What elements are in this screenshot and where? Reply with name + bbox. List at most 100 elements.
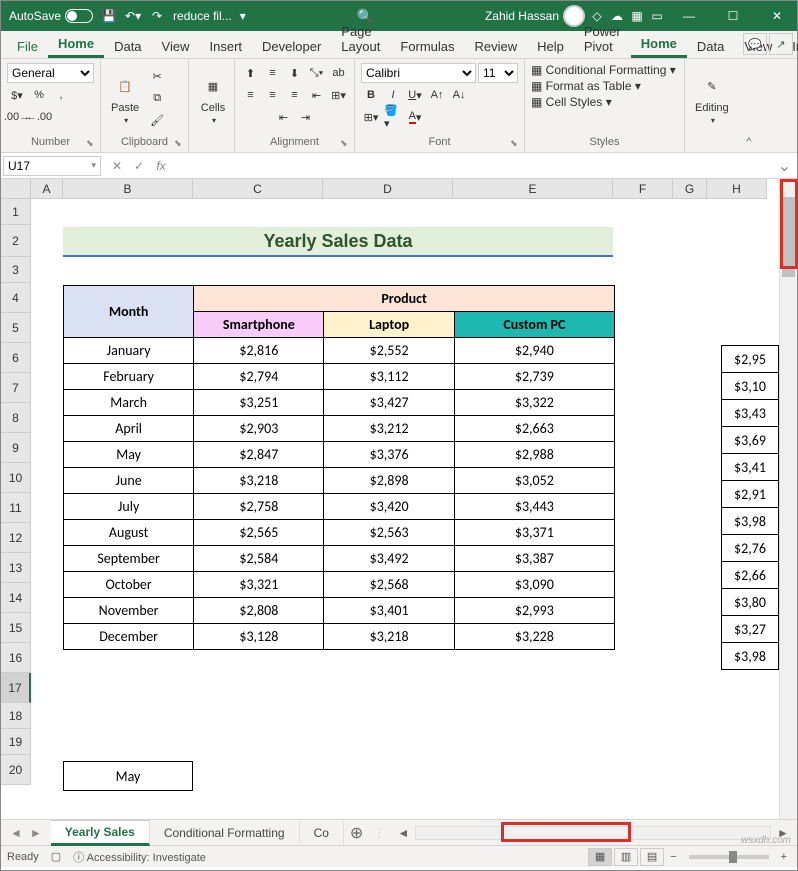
cell[interactable]: $3,427	[324, 390, 454, 416]
zoom-out-icon[interactable]: −	[666, 851, 680, 863]
row-header-13[interactable]: 13	[1, 553, 31, 583]
table-row[interactable]: December$3,128$3,218$3,228	[64, 624, 615, 650]
row-header-2[interactable]: 2	[1, 225, 31, 257]
row-header-15[interactable]: 15	[1, 613, 31, 643]
conditional-formatting-button[interactable]: ▦ Conditional Formatting ▾	[531, 63, 678, 77]
chevron-down-icon[interactable]: ▾	[91, 160, 96, 171]
cell[interactable]: $2,563	[324, 520, 454, 546]
side-cell[interactable]: $3,43	[722, 400, 779, 427]
cell[interactable]: $3,387	[454, 546, 614, 572]
number-format-select[interactable]: General	[7, 63, 94, 83]
cell[interactable]: September	[64, 546, 194, 572]
table-row[interactable]: April$2,903$3,212$2,663	[64, 416, 615, 442]
cell[interactable]: $2,568	[324, 572, 454, 598]
menu-tab-developer[interactable]: Developer	[252, 35, 331, 58]
fill-color-icon[interactable]: 🪣▾	[383, 107, 403, 127]
increase-indent-icon[interactable]: ⇥	[296, 107, 316, 127]
col-header-B[interactable]: B	[63, 179, 193, 199]
cell[interactable]: $2,898	[324, 468, 454, 494]
cell[interactable]: October	[64, 572, 194, 598]
underline-icon[interactable]: U▾	[405, 85, 425, 105]
increase-decimal-icon[interactable]: .00→	[7, 107, 27, 127]
side-cell[interactable]: $3,69	[722, 427, 779, 454]
cell[interactable]: $3,228	[454, 624, 614, 650]
table-row[interactable]: June$3,218$2,898$3,052	[64, 468, 615, 494]
orientation-icon[interactable]: ⤡▾	[307, 63, 327, 83]
macro-record-icon[interactable]: ▢	[51, 850, 61, 863]
cell[interactable]: $3,090	[454, 572, 614, 598]
redo-icon[interactable]: ↷	[149, 8, 165, 24]
col-header-E[interactable]: E	[453, 179, 613, 199]
sheet-tab-active[interactable]: Yearly Sales	[51, 820, 150, 846]
sheet-tab-2[interactable]: Co	[300, 822, 344, 844]
menu-tab-data[interactable]: Data	[104, 35, 151, 58]
col-header-F[interactable]: F	[613, 179, 673, 199]
align-center-icon[interactable]: ≡	[263, 85, 283, 105]
cell-styles-button[interactable]: ▦ Cell Styles ▾	[531, 95, 678, 109]
menu-tab-insert[interactable]: Insert	[200, 35, 253, 58]
menu-tab-view[interactable]: View	[152, 35, 200, 58]
side-cell[interactable]: $2,95	[722, 346, 779, 373]
menu-file[interactable]: File	[7, 35, 48, 58]
accessibility-status[interactable]: ⓘ Accessibility: Investigate	[73, 849, 206, 865]
cell[interactable]: $3,218	[194, 468, 324, 494]
zoom-in-icon[interactable]: +	[777, 851, 791, 863]
side-cell[interactable]: $3,10	[722, 373, 779, 400]
editing-button[interactable]: ✎Editing▾	[691, 70, 733, 127]
cell[interactable]: November	[64, 598, 194, 624]
alignment-launcher-icon[interactable]: ⬊	[340, 138, 352, 150]
cell[interactable]: $3,376	[324, 442, 454, 468]
row-header-3[interactable]: 3	[1, 257, 31, 283]
cell[interactable]: $2,663	[454, 416, 614, 442]
save-icon[interactable]: 💾	[101, 8, 117, 24]
side-cell[interactable]: $2,66	[722, 562, 779, 589]
row-header-5[interactable]: 5	[1, 313, 31, 343]
indent-icon[interactable]: ⇤	[307, 85, 327, 105]
align-middle-icon[interactable]: ≡	[263, 63, 283, 83]
cell[interactable]: $3,371	[454, 520, 614, 546]
cell[interactable]: $2,940	[454, 338, 614, 364]
side-cell[interactable]: $2,91	[722, 481, 779, 508]
clipboard-launcher-icon[interactable]: ⬊	[174, 138, 186, 150]
page-break-view-icon[interactable]: ▤	[640, 848, 664, 866]
menu-tab-page-layout[interactable]: Page Layout	[331, 20, 390, 58]
decrease-font-icon[interactable]: A↓	[449, 85, 469, 105]
increase-font-icon[interactable]: A↑	[427, 85, 447, 105]
close-button[interactable]: ✕	[757, 1, 797, 31]
side-cell[interactable]: $3,80	[722, 589, 779, 616]
cell[interactable]: $3,420	[324, 494, 454, 520]
fx-icon[interactable]: fx	[153, 159, 169, 173]
col-header-H[interactable]: H	[707, 179, 767, 199]
row-header-7[interactable]: 7	[1, 373, 31, 403]
decrease-indent-icon[interactable]: ⇤	[274, 107, 294, 127]
wrap-text-icon[interactable]: ab	[329, 63, 349, 83]
cell[interactable]: April	[64, 416, 194, 442]
row-header-11[interactable]: 11	[1, 493, 31, 523]
row-header-8[interactable]: 8	[1, 403, 31, 433]
sheet-tab-1[interactable]: Conditional Formatting	[150, 822, 300, 844]
tab-first-icon[interactable]: ◄	[7, 826, 25, 840]
table-row[interactable]: October$3,321$2,568$3,090	[64, 572, 615, 598]
table-row[interactable]: November$2,808$3,401$2,993	[64, 598, 615, 624]
font-launcher-icon[interactable]: ⬊	[510, 138, 522, 150]
table-row[interactable]: July$2,758$3,420$3,443	[64, 494, 615, 520]
format-painter-icon[interactable]: 🖌	[147, 111, 167, 131]
font-name-select[interactable]: Calibri	[361, 63, 476, 83]
merge-icon[interactable]: ⊞▾	[329, 85, 349, 105]
number-launcher-icon[interactable]: ⬊	[86, 138, 98, 150]
cell[interactable]: $2,847	[194, 442, 324, 468]
row-header-16[interactable]: 16	[1, 643, 31, 673]
cell[interactable]: $3,443	[454, 494, 614, 520]
cell[interactable]: $2,808	[194, 598, 324, 624]
italic-icon[interactable]: I	[383, 85, 403, 105]
cell[interactable]: $2,816	[194, 338, 324, 364]
side-cell[interactable]: $3,98	[722, 643, 779, 670]
tab-prev-icon[interactable]: ►	[27, 826, 45, 840]
menu-tab-formulas[interactable]: Formulas	[390, 35, 464, 58]
format-as-table-button[interactable]: ▦ Format as Table ▾	[531, 79, 678, 93]
bold-icon[interactable]: B	[361, 85, 381, 105]
col-header-G[interactable]: G	[673, 179, 707, 199]
enter-formula-icon[interactable]: ✓	[131, 159, 147, 173]
row-header-20[interactable]: 20	[1, 755, 31, 785]
normal-view-icon[interactable]: ▦	[588, 848, 612, 866]
